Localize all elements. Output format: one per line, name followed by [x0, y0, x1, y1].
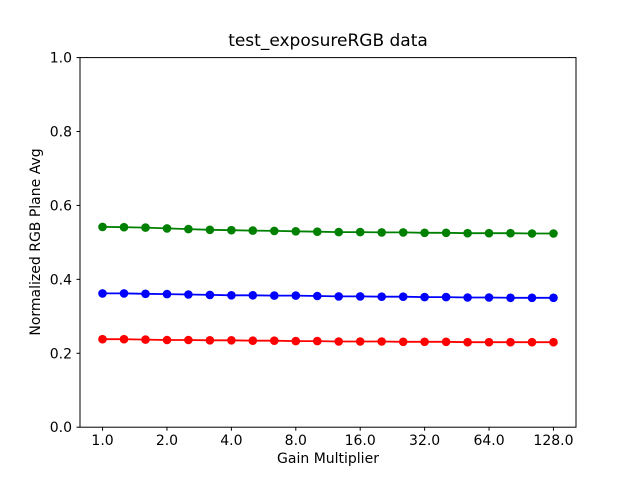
axis-ticks: 1.0 2.0 4.0 8.0 16.0 32.0 64.0 128.0 0.0 0.2 0.4 0.…: [50, 51, 574, 450]
data-point-green-plane: [527, 229, 537, 238]
y-tick-label: 0.0: [50, 420, 72, 436]
data-point-red-plane: [334, 337, 344, 346]
data-point-red-plane: [377, 337, 387, 346]
data-point-blue-plane: [484, 293, 494, 302]
data-point-red-plane: [420, 337, 429, 347]
y-tick-label: 0.8: [50, 125, 72, 141]
data-point-blue-plane: [162, 289, 172, 299]
series-green-plane: [98, 222, 558, 238]
data-point-blue-plane: [463, 293, 472, 302]
data-point-green-plane: [441, 228, 451, 238]
data-point-blue-plane: [420, 292, 429, 302]
data-point-blue-plane: [334, 292, 344, 301]
series-red-plane: [98, 334, 558, 347]
data-point-red-plane: [398, 337, 408, 347]
x-tick-label: 32.0: [409, 433, 440, 449]
data-point-red-plane: [205, 336, 215, 345]
data-point-green-plane: [506, 228, 515, 238]
data-point-green-plane: [227, 225, 236, 235]
series-line-red-plane: [102, 338, 554, 344]
series-line-blue-plane: [102, 292, 554, 299]
data-point-green-plane: [184, 224, 193, 234]
x-tick-label: 2.0: [156, 433, 178, 449]
x-tick-label: 16.0: [345, 433, 376, 449]
data-point-green-plane: [205, 225, 215, 235]
data-point-red-plane: [506, 337, 515, 347]
data-point-blue-plane: [248, 291, 258, 300]
data-point-blue-plane: [398, 292, 408, 302]
data-point-green-plane: [270, 226, 279, 236]
data-point-red-plane: [291, 336, 301, 346]
data-point-green-plane: [162, 224, 172, 233]
plot-border: [79, 57, 577, 428]
data-point-red-plane: [484, 337, 494, 347]
data-series: [98, 222, 558, 347]
data-point-red-plane: [184, 335, 193, 345]
data-point-green-plane: [377, 228, 387, 237]
data-point-blue-plane: [313, 291, 322, 301]
y-tick-label: 0.2: [50, 346, 72, 362]
data-point-green-plane: [549, 229, 558, 238]
data-point-red-plane: [227, 336, 236, 345]
data-point-blue-plane: [205, 290, 215, 300]
data-point-red-plane: [141, 335, 150, 344]
data-point-blue-plane: [377, 292, 387, 302]
data-point-red-plane: [313, 336, 322, 346]
data-point-blue-plane: [527, 293, 537, 303]
data-point-blue-plane: [98, 289, 107, 298]
x-tick-label: 8.0: [285, 433, 307, 449]
series-blue-plane: [98, 289, 558, 303]
data-point-green-plane: [248, 226, 258, 235]
data-point-red-plane: [355, 337, 365, 346]
data-point-blue-plane: [270, 291, 279, 300]
chart-title: test_exposureRGB data: [228, 31, 428, 51]
data-point-red-plane: [162, 335, 172, 345]
data-point-red-plane: [248, 336, 258, 346]
x-tick-label: 128.0: [533, 433, 573, 449]
data-point-blue-plane: [291, 291, 301, 300]
y-axis-label: Normalized RGB Plane Avg: [28, 148, 44, 335]
data-point-blue-plane: [119, 289, 129, 298]
data-point-green-plane: [313, 227, 322, 236]
data-point-blue-plane: [227, 291, 236, 300]
data-point-green-plane: [420, 228, 429, 238]
x-tick-label: 64.0: [473, 433, 504, 449]
data-point-red-plane: [119, 334, 129, 344]
data-point-red-plane: [98, 334, 107, 344]
data-point-blue-plane: [506, 293, 515, 303]
data-point-red-plane: [270, 336, 279, 346]
data-point-red-plane: [527, 337, 537, 347]
data-point-green-plane: [141, 223, 150, 232]
x-tick-label: 4.0: [220, 433, 242, 449]
series-line-green-plane: [102, 226, 554, 235]
data-point-green-plane: [463, 228, 472, 238]
data-point-blue-plane: [141, 289, 150, 299]
data-point-green-plane: [355, 227, 365, 237]
axes-box: [79, 57, 577, 428]
data-point-blue-plane: [441, 292, 451, 302]
y-tick-label: 0.6: [50, 198, 72, 214]
data-point-red-plane: [549, 337, 558, 347]
data-point-green-plane: [119, 222, 129, 232]
data-point-blue-plane: [549, 293, 558, 303]
data-point-green-plane: [334, 227, 344, 237]
data-point-green-plane: [291, 227, 301, 236]
data-point-red-plane: [441, 337, 451, 347]
y-tick-label: 0.4: [50, 272, 72, 288]
y-tick-label: 1.0: [50, 51, 72, 67]
data-point-blue-plane: [184, 290, 193, 299]
x-tick-label: 1.0: [91, 433, 113, 449]
data-point-green-plane: [398, 228, 408, 237]
data-point-green-plane: [98, 222, 107, 232]
data-point-green-plane: [484, 228, 494, 238]
data-point-blue-plane: [355, 292, 365, 301]
data-point-red-plane: [463, 337, 472, 347]
x-axis-label: Gain Multiplier: [277, 451, 379, 467]
